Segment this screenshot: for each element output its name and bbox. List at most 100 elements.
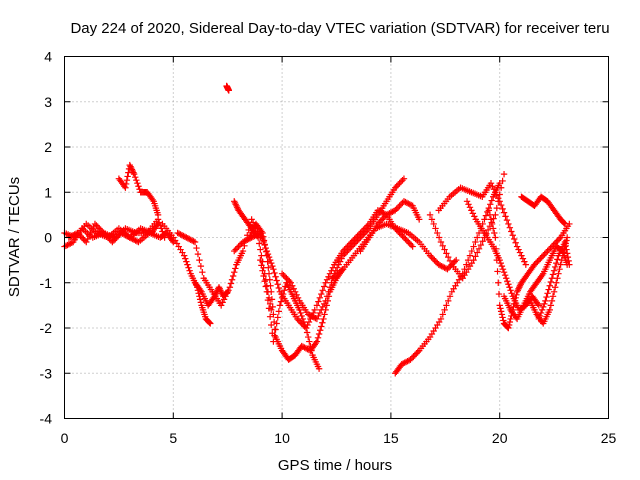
data-point bbox=[393, 205, 400, 213]
data-point bbox=[326, 270, 334, 277]
y-tick-label: -1 bbox=[40, 275, 53, 291]
data-point bbox=[96, 225, 103, 232]
data-point bbox=[70, 232, 77, 239]
data-point bbox=[507, 287, 514, 294]
data-point bbox=[556, 265, 563, 273]
data-point bbox=[394, 204, 402, 211]
data-point bbox=[497, 201, 505, 209]
data-point bbox=[547, 244, 554, 252]
data-point bbox=[515, 285, 522, 292]
data-point bbox=[445, 253, 452, 261]
data-point bbox=[128, 235, 135, 242]
series-track-8 bbox=[223, 82, 232, 94]
data-point bbox=[469, 210, 477, 217]
data-point bbox=[269, 303, 276, 311]
data-point bbox=[406, 240, 413, 247]
data-point bbox=[501, 272, 509, 279]
data-point bbox=[224, 288, 231, 295]
y-tick-labels: -4 -3 -2 -1 0 1 2 3 4 bbox=[40, 49, 53, 427]
data-point bbox=[257, 246, 264, 253]
data-point bbox=[562, 242, 569, 249]
data-point bbox=[355, 231, 363, 238]
data-point bbox=[349, 237, 357, 244]
data-point bbox=[219, 299, 226, 306]
data-point bbox=[318, 306, 325, 314]
data-point bbox=[563, 237, 570, 244]
data-point bbox=[127, 163, 134, 170]
x-tick-label: 15 bbox=[383, 430, 399, 446]
data-point bbox=[302, 324, 310, 332]
data-point bbox=[225, 87, 232, 94]
data-point bbox=[130, 169, 137, 176]
data-point bbox=[273, 277, 280, 284]
data-point bbox=[293, 291, 300, 299]
data-point bbox=[443, 302, 450, 309]
data-point bbox=[270, 311, 277, 318]
data-point bbox=[265, 264, 272, 271]
data-point bbox=[378, 216, 386, 223]
data-point bbox=[318, 290, 325, 298]
data-point bbox=[85, 232, 93, 240]
data-point bbox=[129, 235, 136, 243]
data-point bbox=[287, 279, 295, 286]
y-tick-label: -3 bbox=[40, 365, 53, 381]
data-point bbox=[487, 201, 494, 208]
y-tick-label: -2 bbox=[40, 320, 53, 336]
data-point bbox=[274, 314, 281, 321]
data-point bbox=[397, 201, 405, 208]
series-track-4 bbox=[115, 161, 162, 219]
data-point bbox=[402, 235, 409, 243]
series-track-24 bbox=[518, 193, 569, 228]
data-point bbox=[122, 180, 130, 188]
data-point bbox=[488, 197, 495, 204]
data-point bbox=[439, 263, 447, 271]
data-point bbox=[97, 226, 104, 234]
data-point bbox=[314, 334, 322, 342]
data-point bbox=[248, 216, 255, 223]
data-points bbox=[61, 82, 573, 377]
data-point bbox=[506, 224, 514, 231]
data-point bbox=[532, 259, 540, 267]
data-point bbox=[444, 265, 451, 273]
data-point bbox=[328, 279, 335, 286]
data-point bbox=[357, 229, 364, 237]
data-point bbox=[409, 243, 416, 250]
data-point bbox=[484, 226, 492, 234]
data-point bbox=[561, 238, 569, 246]
data-point bbox=[426, 252, 434, 259]
data-point bbox=[405, 238, 412, 246]
data-point bbox=[437, 262, 444, 269]
data-point bbox=[490, 186, 498, 193]
data-point bbox=[270, 338, 277, 345]
data-point bbox=[491, 229, 498, 237]
data-point bbox=[104, 234, 112, 241]
data-point bbox=[489, 183, 496, 190]
data-point bbox=[399, 176, 406, 184]
data-point bbox=[132, 173, 139, 181]
data-point bbox=[555, 270, 562, 277]
data-point bbox=[68, 239, 75, 246]
data-point bbox=[272, 273, 279, 280]
data-point bbox=[270, 265, 277, 273]
data-point bbox=[414, 348, 421, 356]
data-point bbox=[241, 238, 248, 245]
data-point bbox=[495, 195, 502, 202]
data-point bbox=[487, 216, 495, 223]
series-track-19 bbox=[435, 180, 530, 268]
data-point bbox=[307, 312, 315, 320]
data-point bbox=[183, 258, 190, 265]
data-point bbox=[432, 258, 440, 265]
x-axis-label: GPS time / hours bbox=[278, 457, 392, 474]
data-point bbox=[315, 312, 322, 320]
data-point bbox=[342, 244, 350, 252]
data-point bbox=[307, 342, 314, 350]
data-point bbox=[502, 213, 509, 220]
data-point bbox=[493, 204, 500, 212]
data-point bbox=[326, 284, 334, 291]
y-tick-label: 0 bbox=[44, 230, 52, 246]
data-point bbox=[315, 365, 323, 372]
data-point bbox=[177, 231, 184, 238]
data-point bbox=[122, 232, 129, 239]
data-point bbox=[358, 228, 366, 235]
